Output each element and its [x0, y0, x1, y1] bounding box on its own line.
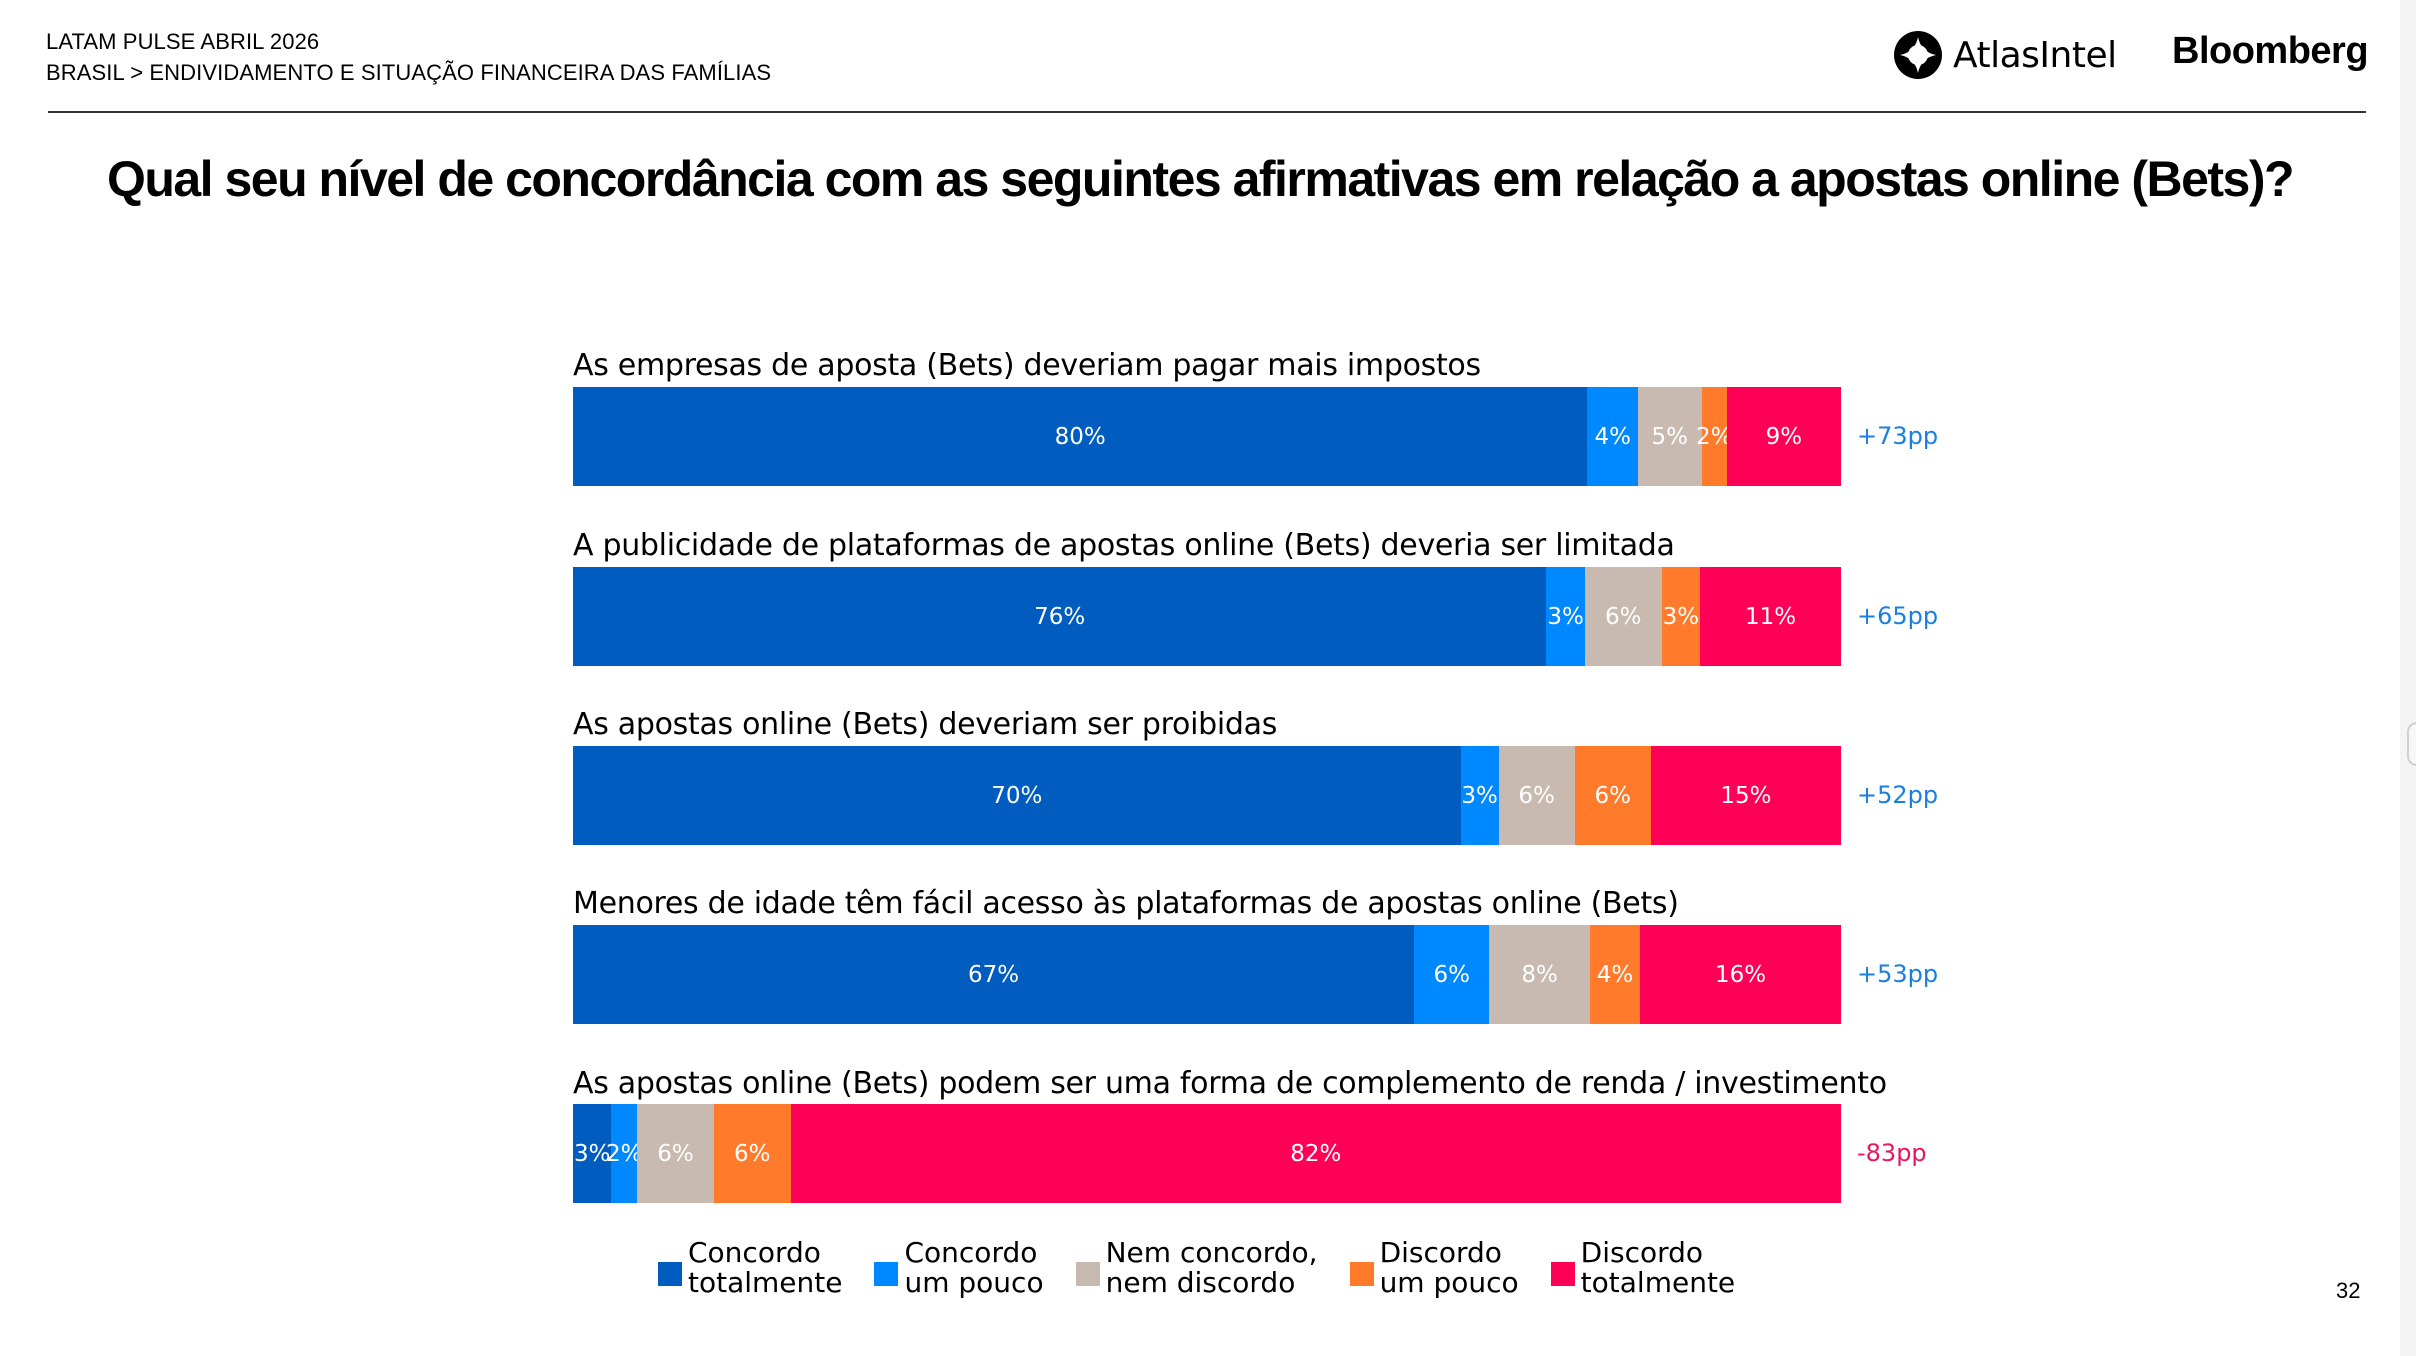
legend-item: Concordo totalmente	[658, 1238, 842, 1298]
bar-segment: 4%	[1587, 387, 1639, 486]
page-number: 32	[2336, 1278, 2361, 1303]
bar-segment: 4%	[1589, 925, 1641, 1024]
bar-segment: 67%	[573, 925, 1415, 1024]
legend-swatch	[1075, 1262, 1100, 1286]
bar-segment: 76%	[573, 567, 1547, 666]
stacked-bar: 70% 3% 6% 6% 15%	[573, 746, 1841, 845]
row-label: As empresas de aposta (Bets) deveriam pa…	[573, 348, 1481, 383]
legend-item: Nem concordo, nem discordo	[1075, 1236, 1318, 1299]
bar-segment: 82%	[790, 1104, 1841, 1203]
bar-segment: 15%	[1650, 746, 1841, 845]
bar-segment: 6%	[1414, 925, 1490, 1024]
side-panel-handle[interactable]	[2407, 722, 2416, 766]
atlasintel-wordmark: AtlasIntel	[1953, 34, 2117, 76]
legend-swatch	[1550, 1262, 1575, 1286]
header-divider	[48, 111, 2366, 113]
bar-segment: 3%	[573, 1104, 612, 1203]
bar-segment: 3%	[1661, 567, 1701, 666]
breadcrumb: BRASIL > ENDIVIDAMENTO E SITUAÇÃO FINANC…	[46, 60, 772, 85]
legend-swatch	[874, 1262, 899, 1286]
bar-segment: 11%	[1700, 567, 1841, 666]
atlasintel-logo: AtlasIntel	[1893, 30, 2117, 80]
bar-segment: 8%	[1489, 925, 1590, 1024]
right-gutter	[2400, 0, 2416, 1356]
bar-segment: 5%	[1638, 387, 1702, 486]
stacked-bar: 67% 6% 8% 4% 16%	[573, 925, 1841, 1024]
bar-segment: 3%	[1546, 567, 1585, 666]
stacked-bar: 80% 4% 5% 2% 9%	[573, 387, 1841, 486]
bar-segment: 6%	[713, 1104, 791, 1203]
legend-label: Concordo um pouco	[904, 1236, 1044, 1299]
bar-segment: 2%	[1696, 387, 1732, 486]
row-label: As apostas online (Bets) podem ser uma f…	[573, 1066, 1887, 1101]
bar-segment: 6%	[1584, 567, 1662, 666]
bloomberg-logo: Bloomberg	[2172, 30, 2369, 72]
bar-segment: 16%	[1640, 925, 1841, 1024]
bar-segment: 3%	[1460, 746, 1499, 845]
bar-segment: 70%	[573, 746, 1461, 845]
bar-segment: 6%	[637, 1104, 714, 1203]
legend-item: Concordo um pouco	[874, 1236, 1044, 1299]
net-agreement-label: +53pp	[1857, 960, 1939, 988]
legend-label: Nem concordo, nem discordo	[1105, 1236, 1318, 1299]
legend-item: Discordo um pouco	[1349, 1236, 1519, 1299]
bar-segment: 80%	[573, 387, 1588, 486]
legend-label: Discordo um pouco	[1379, 1236, 1519, 1299]
legend-swatch	[1349, 1262, 1374, 1286]
net-agreement-label: +52pp	[1857, 781, 1939, 809]
legend-label: Discordo totalmente	[1580, 1236, 1736, 1299]
row-label: Menores de idade têm fácil acesso às pla…	[573, 886, 1679, 921]
atlasintel-compass-icon	[1894, 31, 1942, 79]
net-agreement-label: -83pp	[1857, 1139, 1927, 1167]
row-label: A publicidade de plataformas de apostas …	[573, 528, 1675, 563]
survey-name: LATAM PULSE ABRIL 2026	[46, 29, 320, 54]
bar-segment: 6%	[1574, 746, 1651, 845]
row-label: As apostas online (Bets) deveriam ser pr…	[573, 707, 1278, 742]
net-agreement-label: +73pp	[1857, 422, 1939, 450]
net-agreement-label: +65pp	[1857, 602, 1939, 630]
stacked-bar: 76% 3% 6% 3% 11%	[573, 567, 1841, 666]
stacked-bar: 3% 2% 6% 6% 82%	[573, 1104, 1841, 1203]
legend: Concordo totalmente Concordo um pouco Nem co…	[658, 1238, 1735, 1298]
legend-label: Concordo totalmente	[688, 1236, 843, 1299]
bar-segment: 6%	[1498, 746, 1575, 845]
legend-item: Discordo totalmente	[1550, 1236, 1736, 1299]
bar-segment: 2%	[606, 1104, 642, 1203]
chart-title: Qual seu nível de concordância com as se…	[106, 151, 2295, 207]
legend-swatch	[658, 1262, 682, 1286]
bar-segment: 9%	[1726, 387, 1841, 486]
